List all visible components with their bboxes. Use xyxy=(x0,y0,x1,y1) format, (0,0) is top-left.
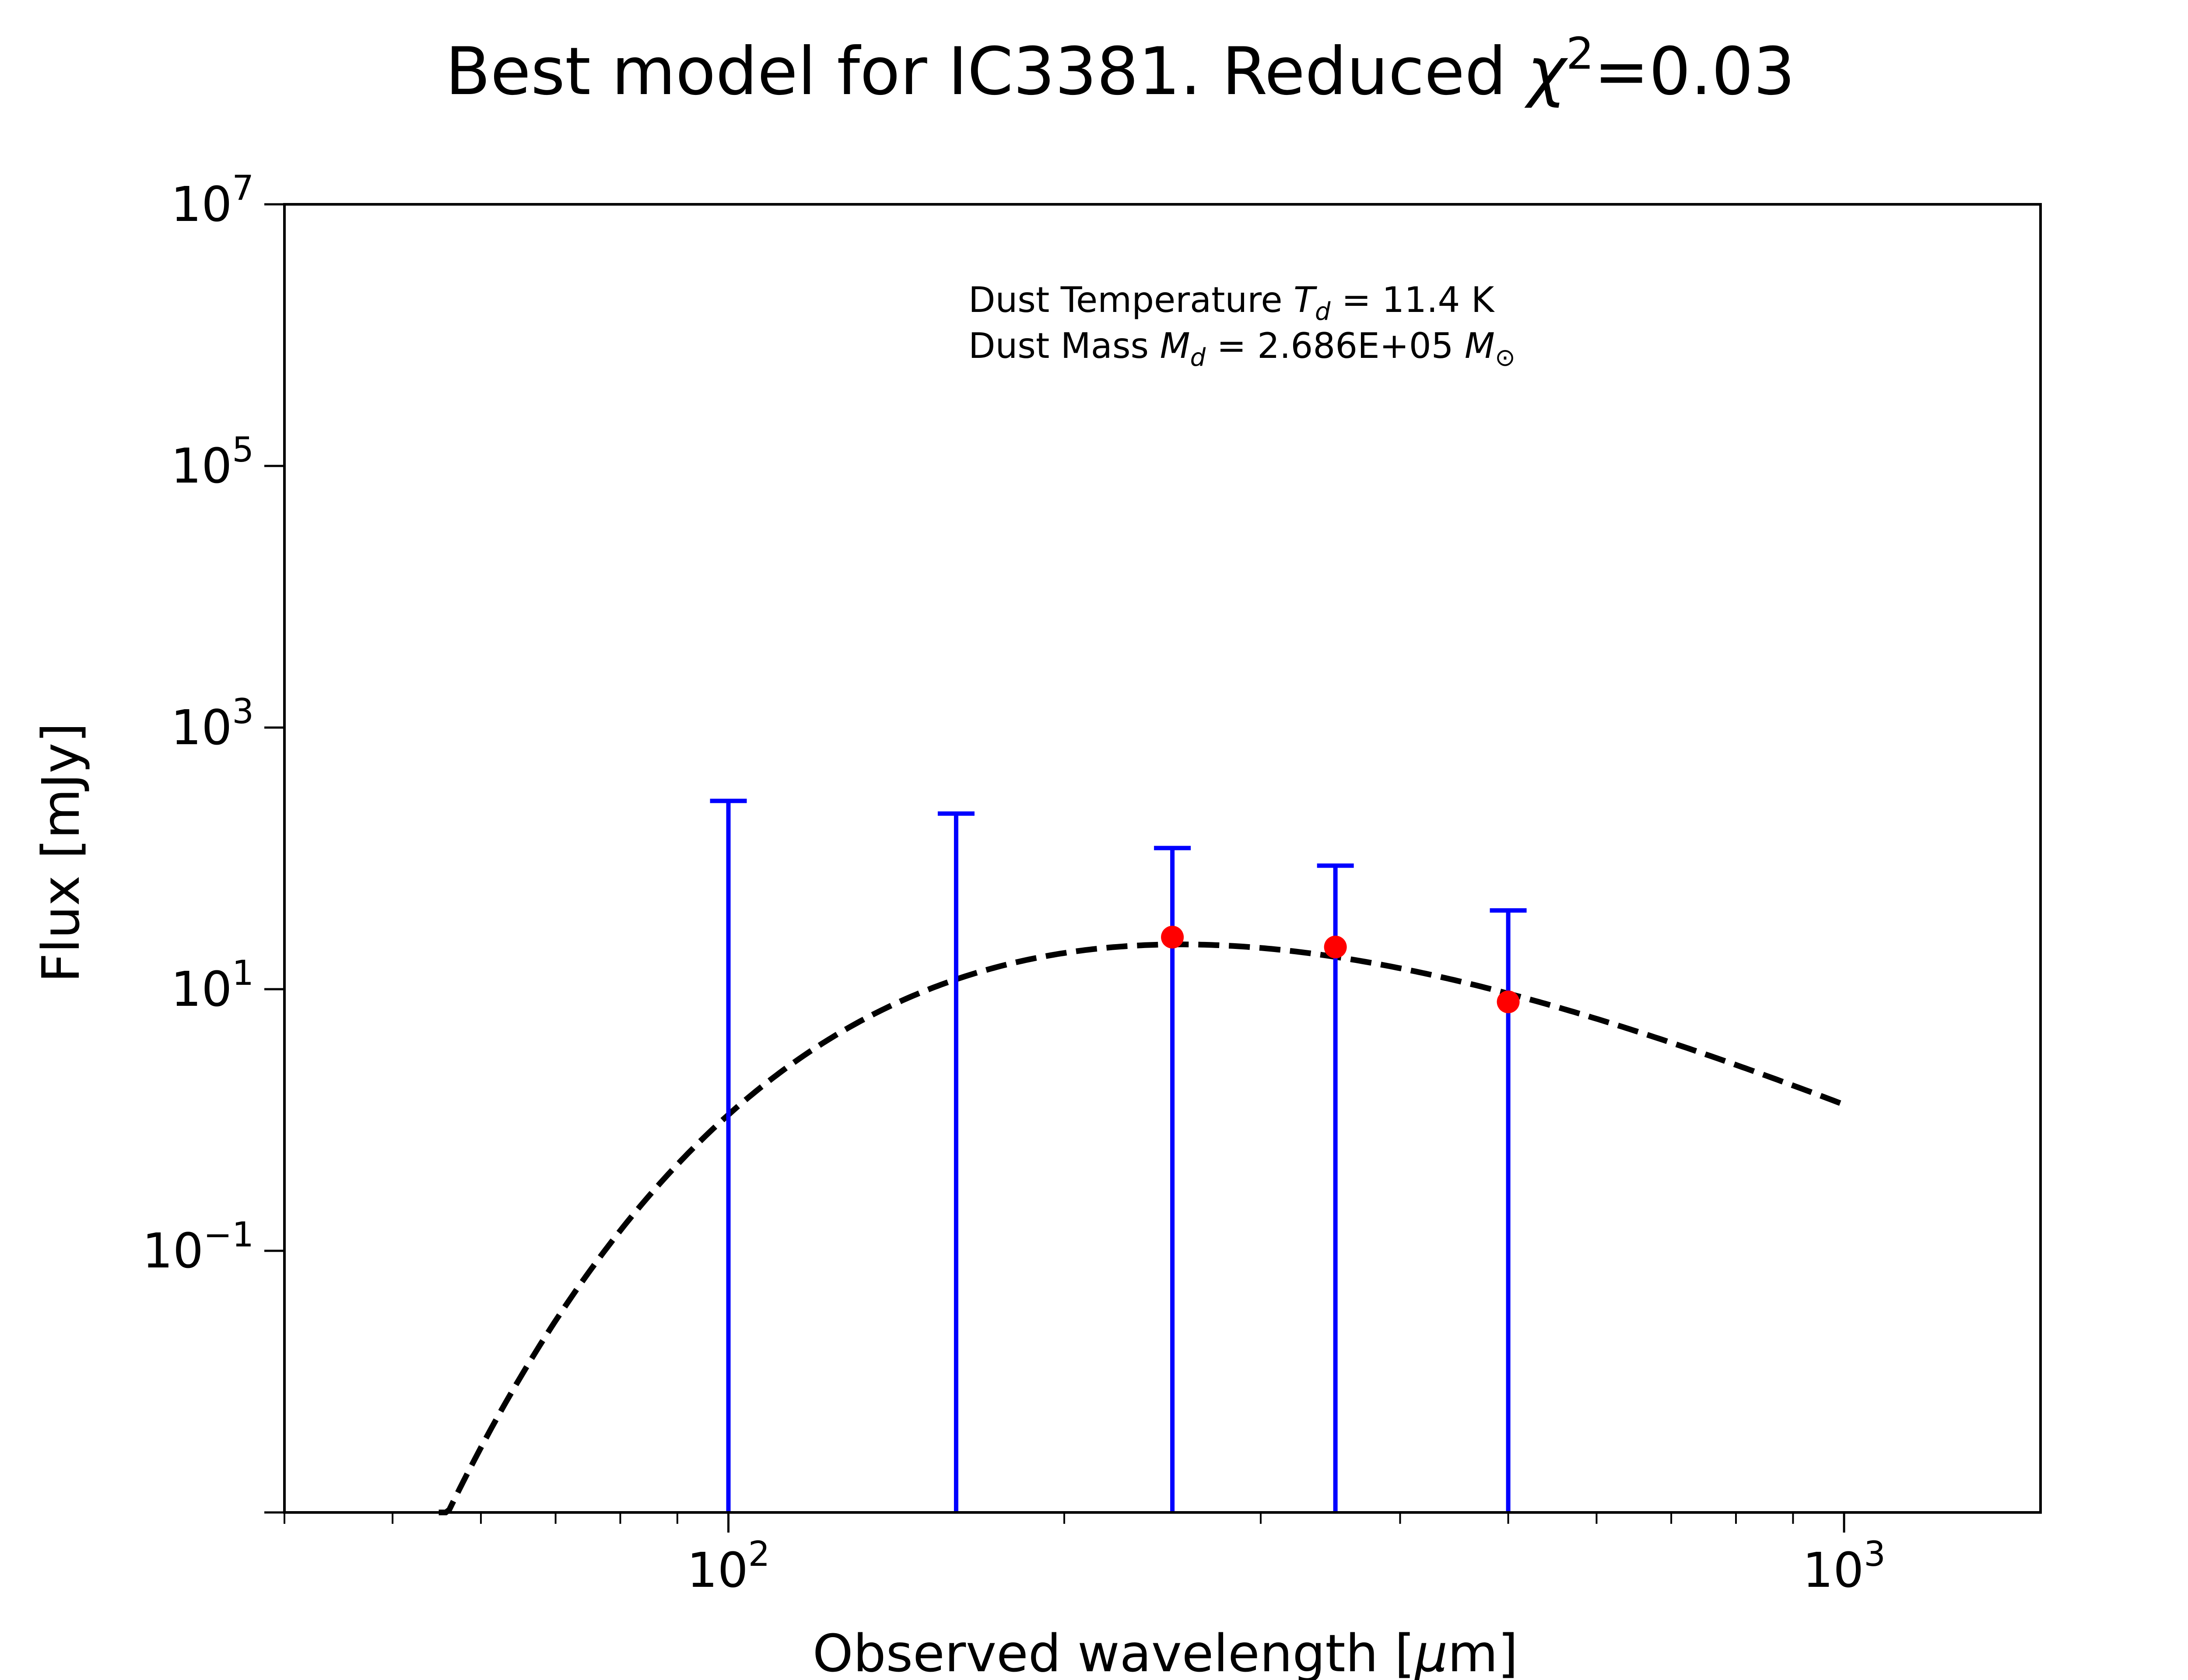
y-tick-label-1: 10−1 xyxy=(142,1215,254,1279)
y-tick-label-4: 105 xyxy=(171,430,254,494)
data-point-3 xyxy=(1497,990,1520,1013)
dust-temperature-annotation: Dust Temperature Td = 11.4 K xyxy=(968,280,1495,326)
plot-frame xyxy=(283,203,2042,1514)
x-axis-label: Observed wavelength [μm] xyxy=(813,1623,1518,1680)
x-tick-label-2: 103 xyxy=(1802,1535,1886,1598)
axis-ticks-layer: 102 103 10−1 101 103 105 107 xyxy=(142,169,1886,1598)
error-bars-layer xyxy=(710,798,1527,1512)
data-point-2 xyxy=(1324,935,1347,959)
y-axis-label: Flux [mJy] xyxy=(31,723,91,983)
data-points-layer xyxy=(1161,926,1520,1013)
y-tick-label-2: 101 xyxy=(171,954,254,1017)
y-tick-label-3: 103 xyxy=(171,692,254,756)
data-point-1 xyxy=(1161,926,1184,949)
model-sed-curve xyxy=(438,942,1845,1516)
x-tick-label-1: 102 xyxy=(687,1535,770,1598)
model-curve-layer xyxy=(438,942,1845,1516)
chart-title: Best model for IC3381. Reduced χ2=0.03 xyxy=(445,28,1795,110)
dust-mass-annotation: Dust Mass Md = 2.686E+05 M⊙ xyxy=(968,326,1515,372)
y-tick-label-5: 107 xyxy=(171,169,254,232)
